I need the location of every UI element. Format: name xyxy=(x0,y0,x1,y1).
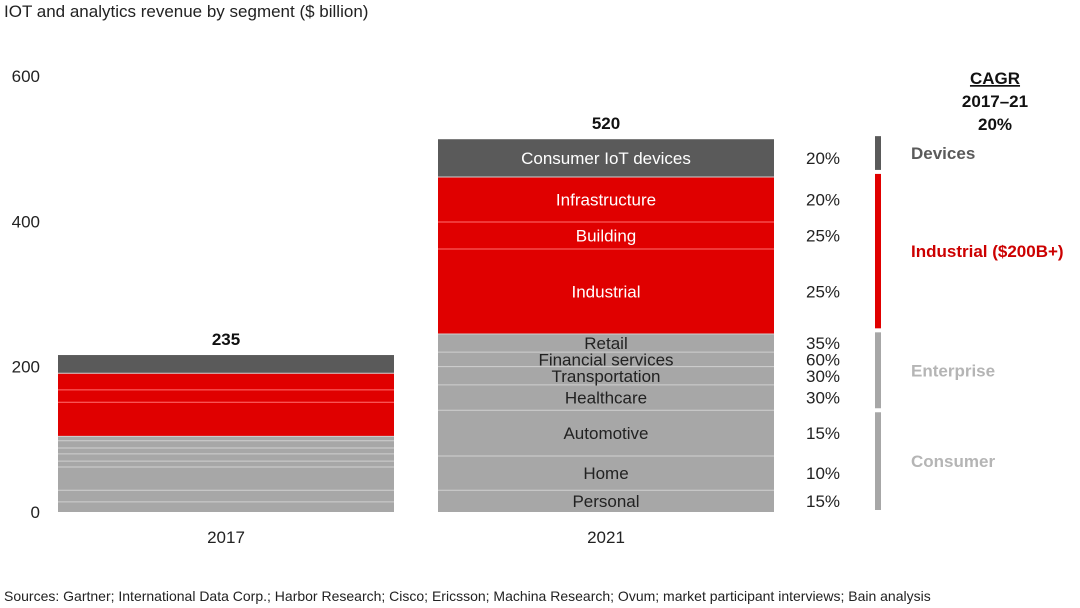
bar-segment xyxy=(438,248,774,334)
bar-segment xyxy=(438,490,774,512)
segment-label: Infrastructure xyxy=(556,191,656,210)
bar-segment xyxy=(58,501,394,512)
cagr-value: 25% xyxy=(806,282,840,301)
segment-label: Transportation xyxy=(552,367,661,386)
bar-segment xyxy=(438,177,774,223)
segment-label: Consumer IoT devices xyxy=(521,149,691,168)
segment-label: Financial services xyxy=(538,350,673,369)
cagr-header: CAGR xyxy=(970,69,1020,88)
segment-label: Building xyxy=(576,227,637,246)
bar-segment xyxy=(438,456,774,491)
bar-segment xyxy=(438,352,774,367)
bar-segment xyxy=(438,410,774,457)
bar-segment xyxy=(58,389,394,403)
cagr-value: 15% xyxy=(806,492,840,511)
bar-segment xyxy=(58,466,394,491)
segment-label: Home xyxy=(583,464,628,483)
group-bracket xyxy=(875,136,881,170)
segment-label: Healthcare xyxy=(565,389,647,408)
cagr-value: 10% xyxy=(806,464,840,483)
y-tick-label: 400 xyxy=(12,212,40,231)
cagr-header: 20% xyxy=(978,115,1012,134)
cagr-value: 25% xyxy=(806,227,840,246)
source-note: Sources: Gartner; International Data Cor… xyxy=(4,588,931,604)
cagr-value: 20% xyxy=(806,191,840,210)
bar-segment xyxy=(58,440,394,449)
y-tick-label: 0 xyxy=(31,503,40,522)
group-label-enterprise: Enterprise xyxy=(911,361,995,380)
bar-segment xyxy=(438,366,774,385)
group-label-consumer: Consumer xyxy=(911,452,995,471)
bar-segment xyxy=(58,461,394,467)
cagr-header: 2017–21 xyxy=(962,92,1028,111)
segment-label: Personal xyxy=(572,492,639,511)
group-bracket xyxy=(875,173,881,329)
bar-segment xyxy=(58,373,394,390)
cagr-value: 15% xyxy=(806,424,840,443)
segment-label: Automotive xyxy=(563,424,648,443)
y-tick-label: 600 xyxy=(12,67,40,86)
group-bracket xyxy=(875,412,881,510)
group-label-devices: Devices xyxy=(911,144,975,163)
bar-segment xyxy=(58,490,394,502)
bar-segment xyxy=(438,384,774,411)
y-tick-label: 200 xyxy=(12,358,40,377)
bar-segment xyxy=(58,448,394,454)
cagr-value: 35% xyxy=(806,334,840,353)
bar-segment xyxy=(58,436,394,441)
chart-canvas: 0 200 400 600 235 2017 Personal 15% Home 10% Autom… xyxy=(12,67,1064,547)
segment-label: Industrial xyxy=(572,282,641,301)
bar-segment xyxy=(438,222,774,249)
bar-total: 520 xyxy=(592,114,620,133)
group-label-industrial: Industrial ($200B+) xyxy=(911,242,1064,261)
bar-total: 235 xyxy=(212,330,240,349)
bar-segment xyxy=(58,355,394,374)
cagr-value: 20% xyxy=(806,149,840,168)
group-bracket xyxy=(875,332,881,409)
bar-segment xyxy=(438,139,774,178)
cagr-value: 60% xyxy=(806,350,840,369)
cagr-value: 30% xyxy=(806,367,840,386)
segment-label: Retail xyxy=(584,334,627,353)
bar-segment xyxy=(58,453,394,462)
bar-segment xyxy=(438,333,774,353)
bar-segment xyxy=(58,402,394,437)
chart-title: IOT and analytics revenue by segment ($ … xyxy=(4,2,369,21)
x-tick-label: 2021 xyxy=(587,528,625,547)
cagr-value: 30% xyxy=(806,389,840,408)
x-tick-label: 2017 xyxy=(207,528,245,547)
